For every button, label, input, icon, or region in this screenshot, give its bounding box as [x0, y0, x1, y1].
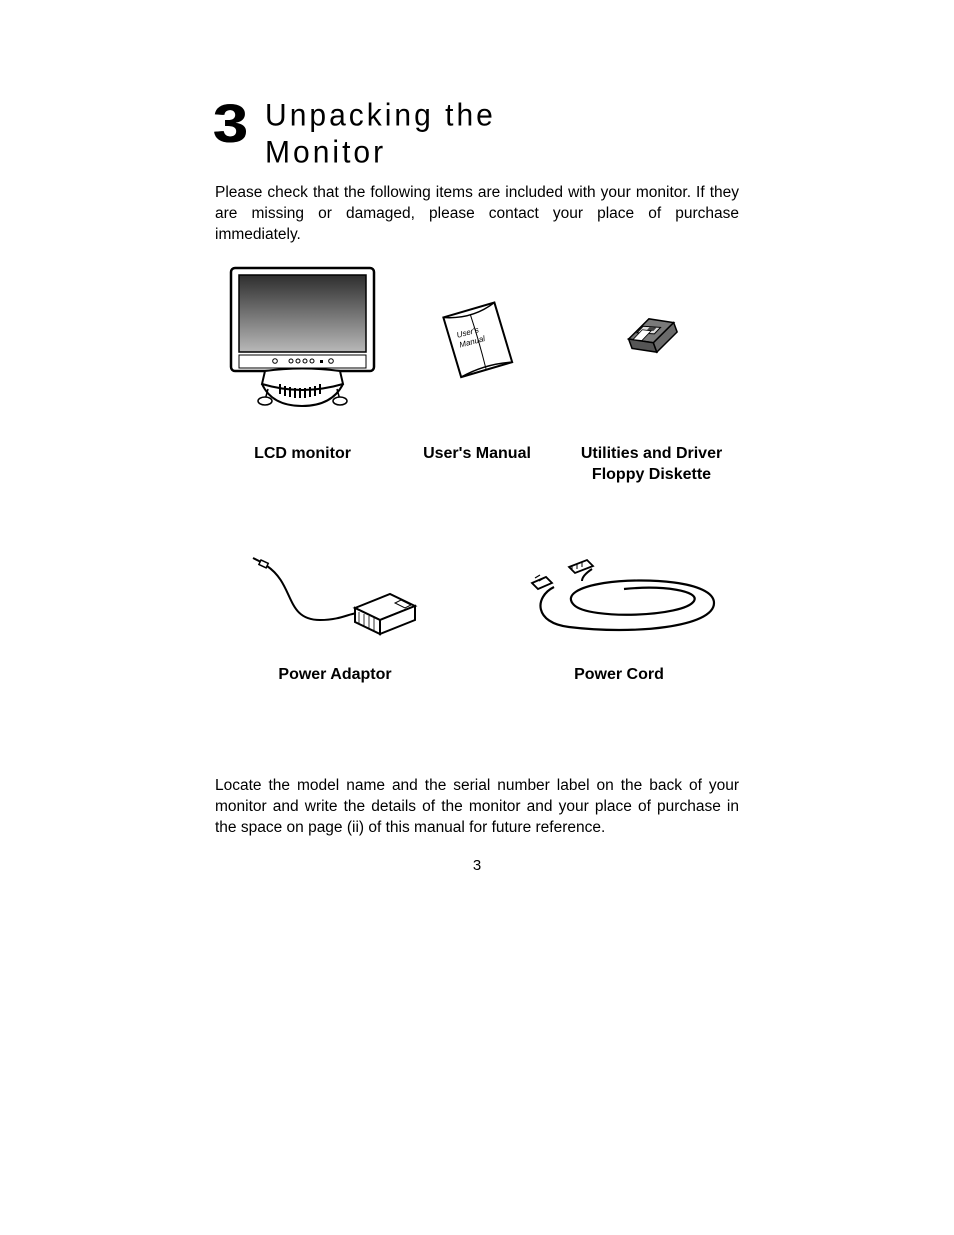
item-power-cord: Power Cord	[499, 545, 739, 686]
lcd-monitor-icon	[225, 264, 380, 414]
power-cord-icon	[514, 545, 724, 655]
item-power-adaptor: Power Adaptor	[215, 545, 455, 686]
document-page: 3 Unpacking the Monitor Please check tha…	[0, 0, 954, 1235]
floppy-disk-icon	[617, 264, 687, 414]
chapter-number: 3	[213, 100, 250, 149]
item-label: Power Cord	[574, 665, 664, 686]
chapter-title: Unpacking the Monitor	[265, 98, 496, 170]
page-number: 3	[215, 857, 739, 874]
manual-booklet-icon: User's Manual	[430, 264, 525, 414]
chapter-heading: 3 Unpacking the Monitor	[215, 100, 739, 169]
item-users-manual: User's Manual User's Manual	[400, 264, 555, 486]
power-adaptor-icon	[245, 545, 425, 655]
item-lcd-monitor: LCD monitor	[215, 264, 390, 486]
item-label: User's Manual	[423, 444, 531, 465]
item-label: LCD monitor	[254, 444, 351, 465]
chapter-title-line2: Monitor	[265, 135, 386, 170]
item-floppy-diskette: Utilities and Driver Floppy Diskette	[564, 264, 739, 486]
chapter-title-line1: Unpacking the	[265, 98, 496, 133]
items-row-1: LCD monitor User's Manual User's Manual	[215, 264, 739, 486]
intro-paragraph: Please check that the following items ar…	[215, 183, 739, 246]
item-label: Power Adaptor	[278, 665, 391, 686]
outro-paragraph: Locate the model name and the serial num…	[215, 776, 739, 839]
item-label: Utilities and Driver Floppy Diskette	[581, 444, 722, 486]
items-row-2: Power Adaptor	[215, 545, 739, 686]
